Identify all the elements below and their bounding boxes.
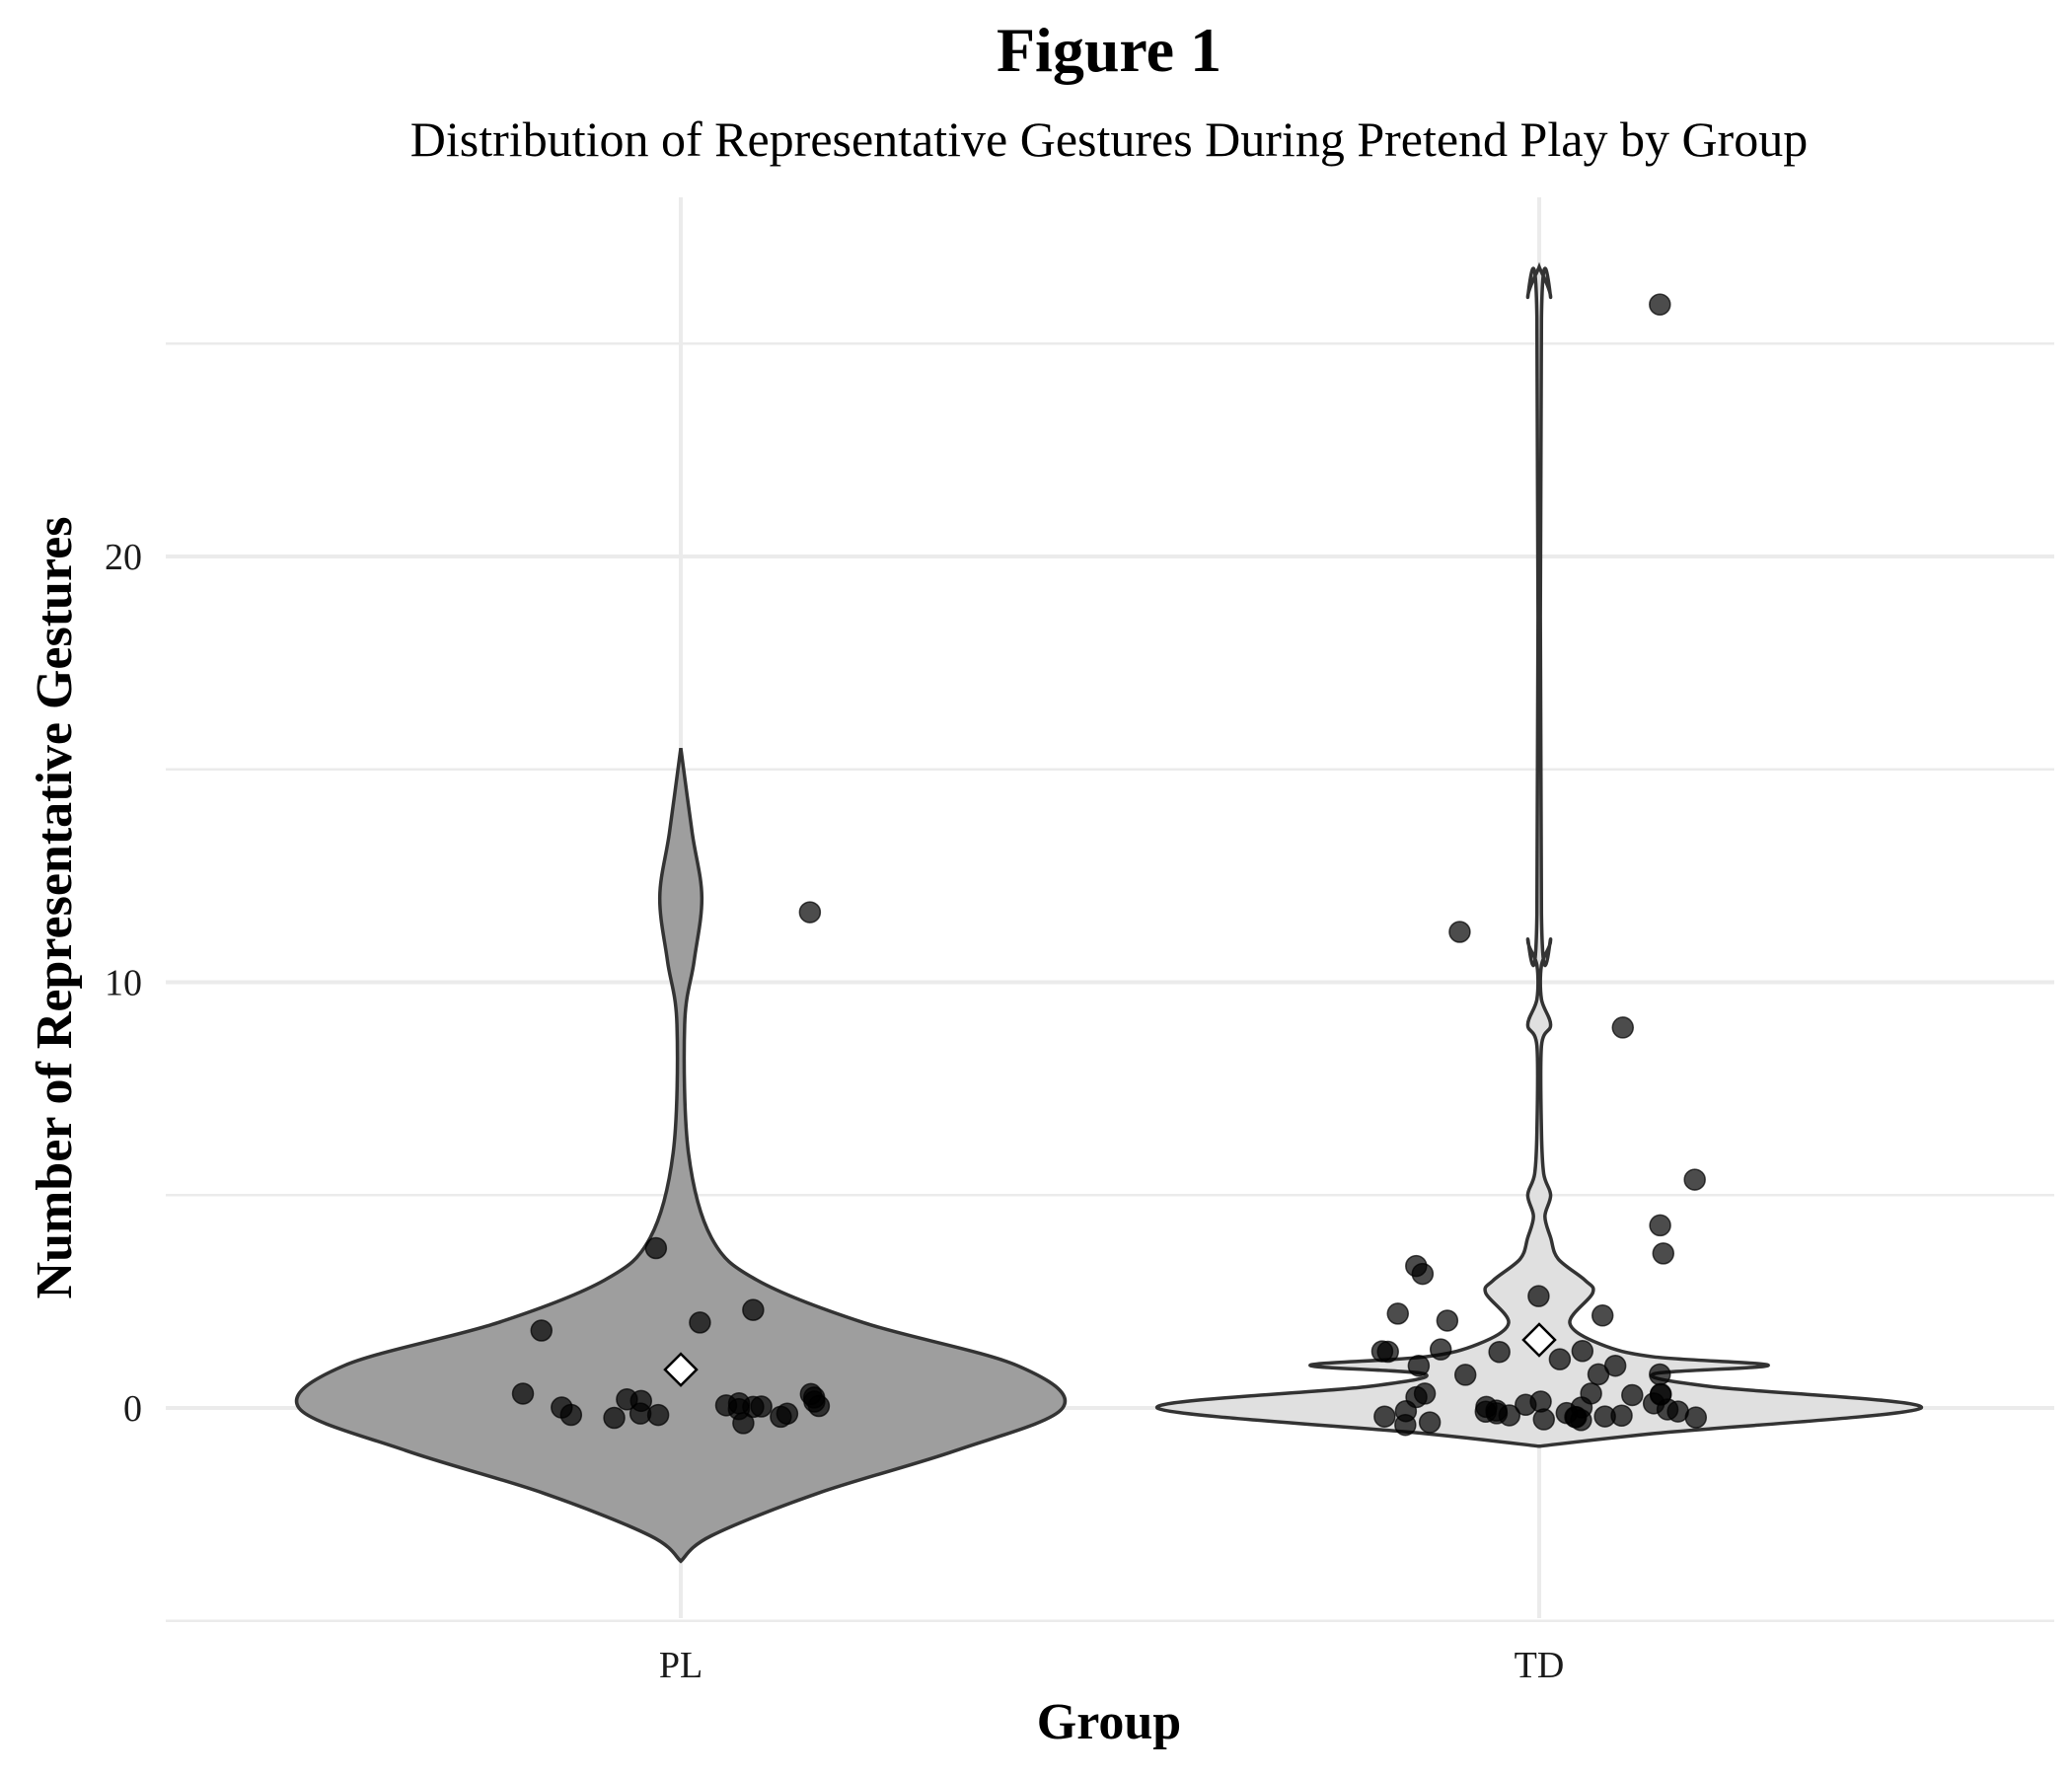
data-point-td bbox=[1436, 1309, 1459, 1332]
chart-title: Figure 1 bbox=[997, 15, 1221, 85]
data-point-td bbox=[1394, 1413, 1417, 1437]
data-point-pl bbox=[714, 1394, 738, 1417]
data-point-td bbox=[1386, 1302, 1410, 1325]
data-point-pl bbox=[646, 1403, 670, 1427]
data-point-pl bbox=[750, 1395, 773, 1418]
data-point-td bbox=[1591, 1304, 1614, 1327]
data-point-td bbox=[1650, 1382, 1672, 1406]
data-point-td bbox=[1418, 1411, 1442, 1434]
data-point-td bbox=[1429, 1338, 1452, 1361]
x-tick-label: TD bbox=[1515, 1645, 1565, 1686]
data-point-td bbox=[1407, 1354, 1431, 1377]
data-point-td bbox=[1565, 1406, 1588, 1429]
data-point-pl bbox=[742, 1298, 765, 1321]
data-point-td bbox=[1587, 1363, 1610, 1386]
axes: 0 10 20 PL TD bbox=[105, 537, 1564, 1686]
data-point-td bbox=[1652, 1242, 1675, 1265]
data-point-td bbox=[1411, 1262, 1435, 1286]
data-point-pl bbox=[511, 1382, 535, 1405]
data-point-td bbox=[1621, 1383, 1644, 1407]
x-tick-label: PL bbox=[659, 1645, 703, 1686]
data-point-td bbox=[1413, 1382, 1437, 1405]
y-tick-label: 20 bbox=[105, 537, 142, 578]
y-tick-label: 0 bbox=[123, 1388, 142, 1430]
data-point-td bbox=[1488, 1340, 1511, 1364]
data-point-td bbox=[1376, 1340, 1399, 1364]
violins bbox=[294, 261, 1923, 1564]
data-point-td bbox=[1548, 1348, 1572, 1370]
data-point-pl bbox=[530, 1319, 554, 1342]
data-point-pl bbox=[559, 1403, 583, 1427]
mean-marker-td bbox=[1521, 1322, 1557, 1358]
data-point-td bbox=[1571, 1340, 1594, 1363]
data-point-td bbox=[1684, 1406, 1708, 1429]
mean-markers bbox=[663, 1322, 1557, 1387]
data-point-pl bbox=[776, 1402, 799, 1426]
data-point-pl bbox=[798, 901, 822, 924]
violin-td bbox=[1155, 261, 1923, 1448]
data-point-pl bbox=[603, 1406, 626, 1430]
data-point-td bbox=[1474, 1400, 1498, 1423]
mean-marker-pl bbox=[663, 1352, 699, 1387]
data-point-td bbox=[1453, 1364, 1477, 1386]
y-axis-title: Number of Representative Gestures bbox=[27, 517, 83, 1299]
data-point-td bbox=[1649, 293, 1671, 316]
data-point-td bbox=[1610, 1404, 1633, 1428]
data-point-td bbox=[1683, 1168, 1706, 1191]
data-point-td bbox=[1611, 1016, 1635, 1039]
data-point-td bbox=[1373, 1405, 1396, 1428]
data-point-pl bbox=[644, 1236, 668, 1260]
x-axis-title: Group bbox=[1037, 1694, 1181, 1750]
data-point-td bbox=[1527, 1285, 1550, 1307]
chart-subtitle: Distribution of Representative Gestures … bbox=[410, 111, 1808, 167]
data-point-td bbox=[1649, 1214, 1671, 1237]
violin-pl bbox=[294, 747, 1068, 1564]
data-points bbox=[511, 293, 1708, 1437]
data-point-td bbox=[1515, 1393, 1537, 1417]
data-point-pl bbox=[689, 1311, 711, 1334]
data-point-td bbox=[1649, 1363, 1671, 1386]
data-point-pl bbox=[807, 1394, 831, 1418]
data-point-td bbox=[1448, 921, 1471, 943]
y-tick-label: 10 bbox=[105, 963, 142, 1004]
